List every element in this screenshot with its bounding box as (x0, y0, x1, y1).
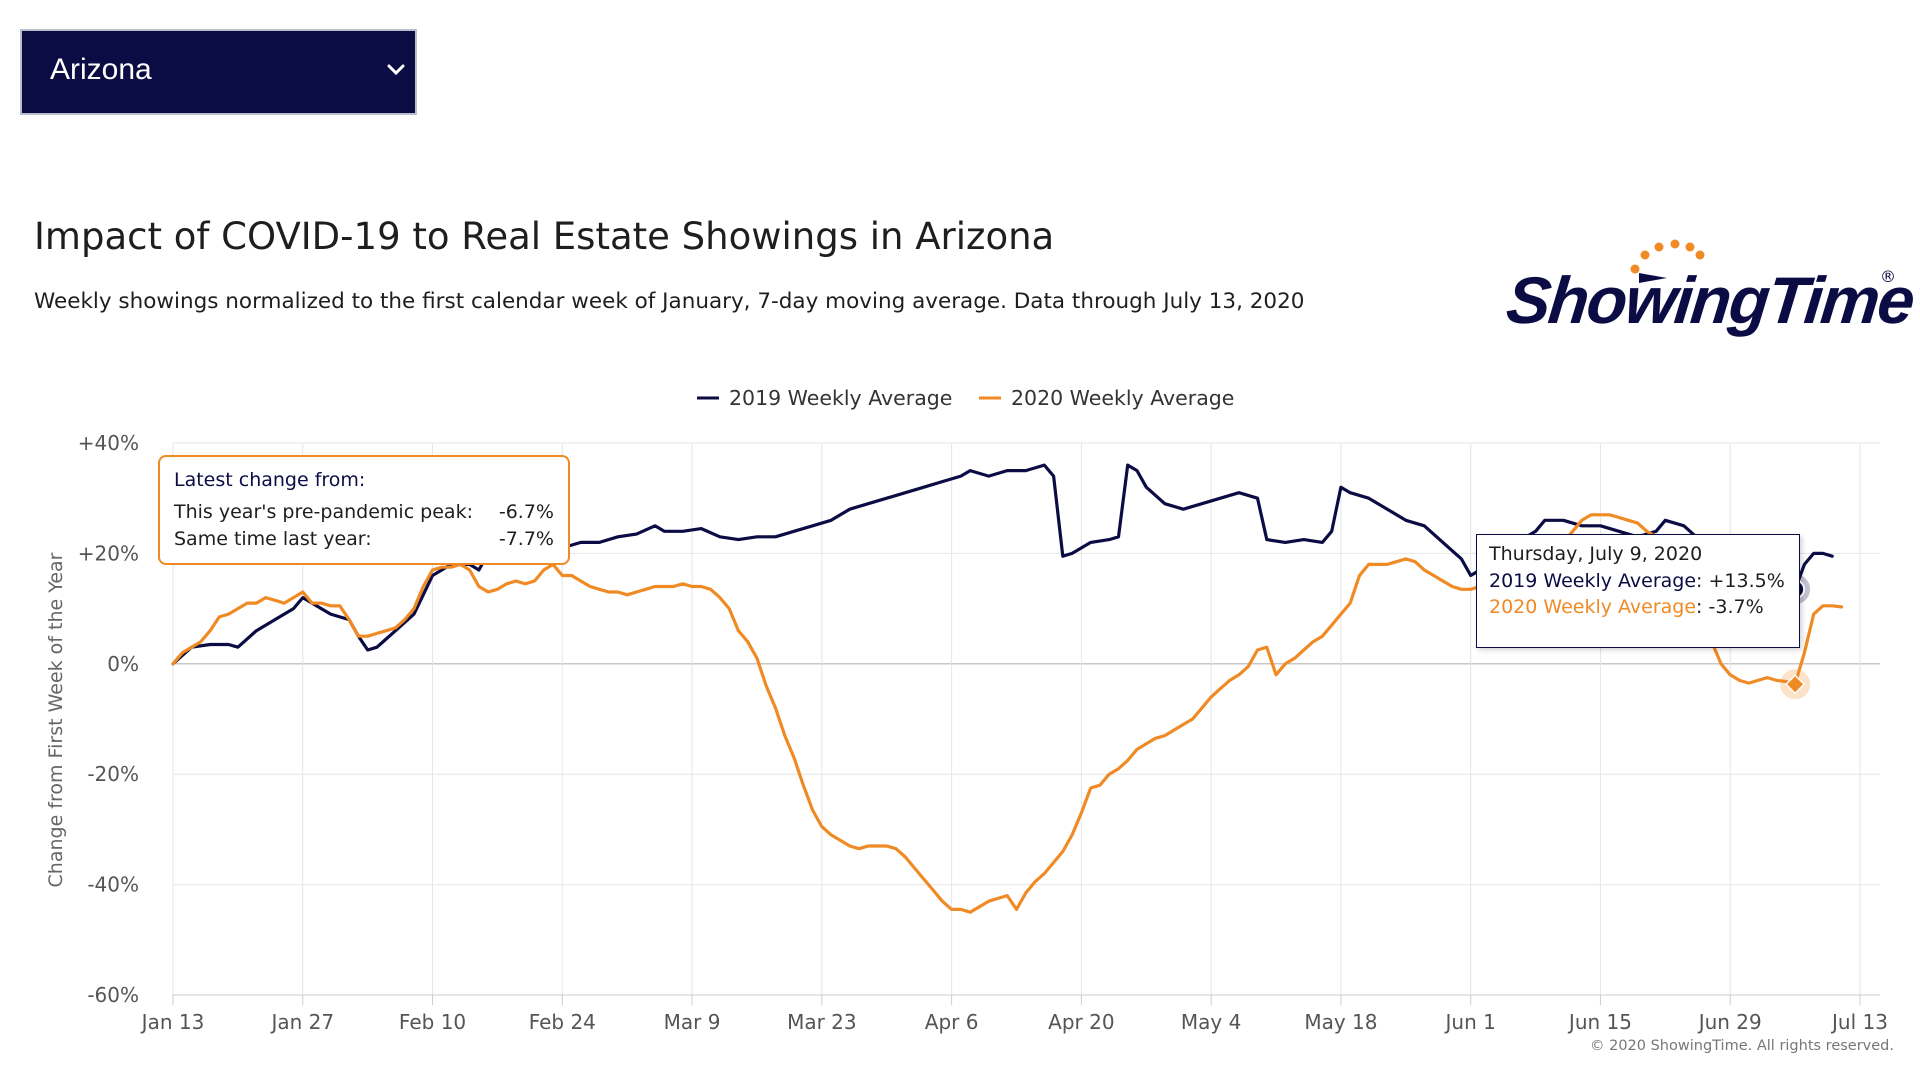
x-tick-label: May 18 (1304, 1010, 1377, 1034)
x-tick-label: Jan 13 (140, 1010, 205, 1034)
y-tick-label: -20% (87, 762, 139, 786)
logo-registered-mark: ® (1880, 267, 1896, 286)
tooltip-2019-value: +13.5% (1708, 569, 1785, 592)
tooltip-2019-label: 2019 Weekly Average (1489, 569, 1697, 592)
y-axis-title: Change from First Week of the Year (45, 552, 67, 887)
logo-dots-icon (1630, 239, 1705, 283)
same-time-last-year-value: -7.7% (498, 528, 554, 550)
tooltip-2020-label: 2020 Weekly Average (1489, 596, 1697, 618)
y-tick-label: -60% (87, 983, 139, 1007)
x-tick-label: Jun 29 (1697, 1010, 1762, 1034)
chart-subtitle: Weekly showings normalized to the first … (34, 289, 1305, 314)
pre-pandemic-peak-value: -6.7% (498, 501, 554, 523)
state-select[interactable]: Arizona (20, 29, 417, 115)
y-tick-label: 0% (107, 652, 139, 676)
chevron-down-icon (387, 64, 405, 76)
copyright: © 2020 ShowingTime. All rights reserved. (1589, 1038, 1894, 1054)
x-tick-label: Jul 13 (1830, 1010, 1888, 1034)
y-tick-label: -40% (87, 873, 139, 897)
x-tick-label: May 4 (1181, 1010, 1241, 1034)
x-tick-label: Apr 6 (925, 1010, 979, 1034)
legend-2019-label[interactable]: 2019 Weekly Average (729, 386, 952, 410)
x-tick-label: Jun 1 (1444, 1010, 1496, 1034)
chart-title: Impact of COVID-19 to Real Estate Showin… (34, 215, 1055, 258)
pre-pandemic-peak-label: This year's pre-pandemic peak: (174, 501, 473, 523)
hover-point-2020[interactable] (1785, 674, 1806, 695)
x-tick-label: Jun 15 (1567, 1010, 1632, 1034)
x-tick-label: Feb 10 (399, 1010, 466, 1034)
x-tick-label: Mar 23 (787, 1010, 857, 1034)
hover-tooltip: Thursday, July 9, 2020 2019 Weekly Avera… (1476, 534, 1800, 648)
x-tick-label: Apr 20 (1048, 1010, 1114, 1034)
legend-2020-label[interactable]: 2020 Weekly Average (1011, 386, 1234, 410)
tooltip-2020-value: -3.7% (1708, 596, 1764, 618)
series-line-2019[interactable] (171, 463, 1834, 666)
showingtime-logo: ShowingTime ® (1495, 225, 1917, 355)
y-tick-label: +20% (78, 541, 139, 565)
x-tick-label: Feb 24 (529, 1010, 596, 1034)
x-tick-label: Jan 27 (269, 1010, 334, 1034)
x-tick-label: Mar 9 (664, 1010, 721, 1034)
same-time-last-year-label: Same time last year: (174, 528, 372, 550)
latest-change-heading: Latest change from: (174, 469, 366, 491)
latest-change-box: Latest change from: This year's pre-pand… (158, 455, 570, 565)
tooltip-date: Thursday, July 9, 2020 (1489, 543, 1703, 565)
state-select-value: Arizona (50, 53, 152, 86)
y-tick-label: +40% (78, 431, 139, 455)
